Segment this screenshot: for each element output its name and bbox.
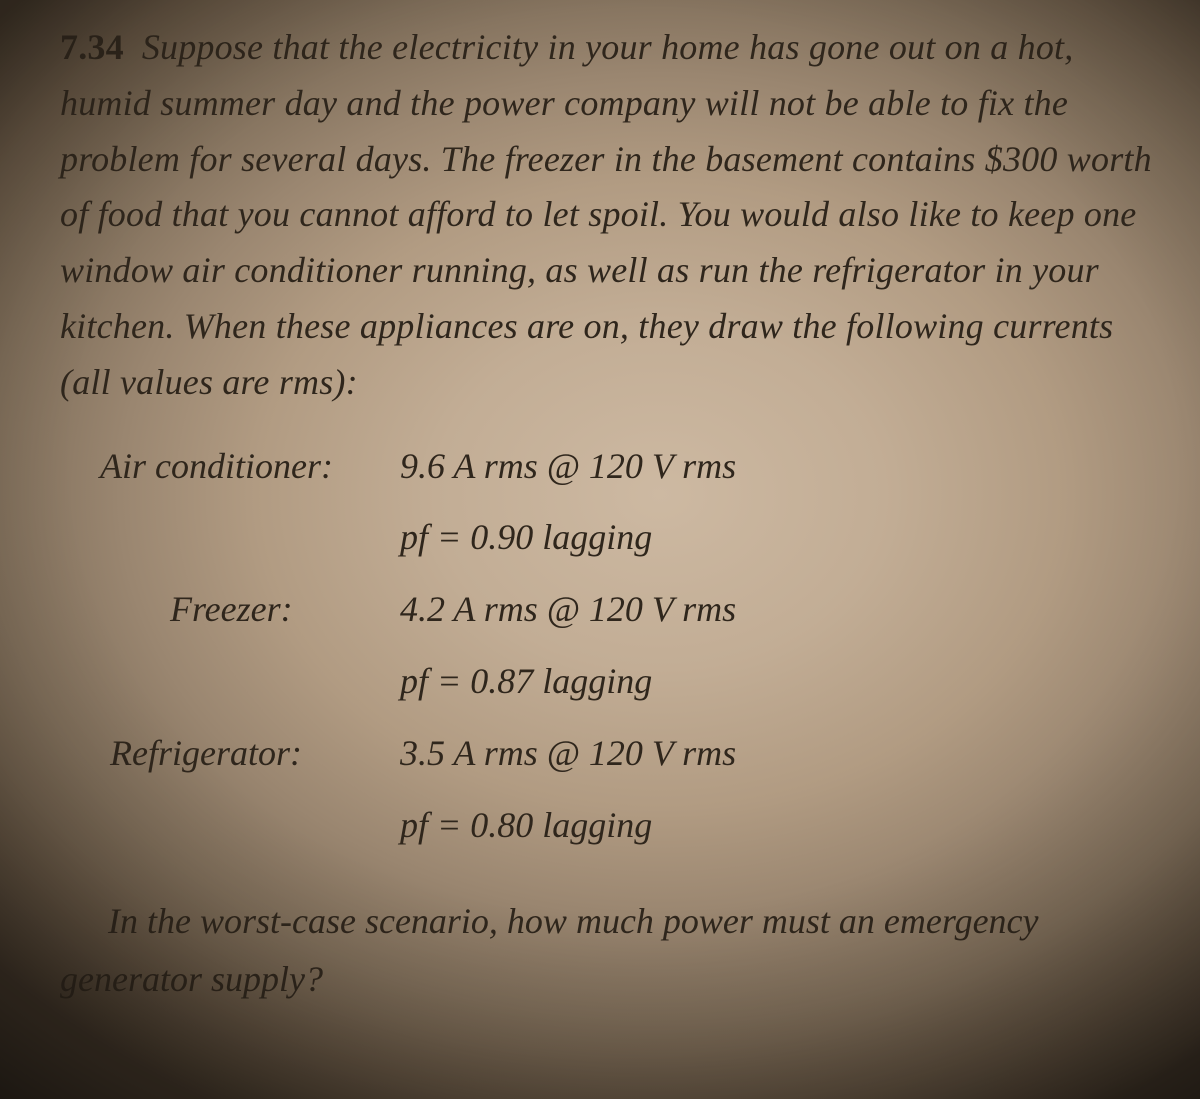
- appliance-label-blank: [100, 510, 400, 566]
- appliance-table: Air conditioner: 9.6 A rms @ 120 V rms p…: [100, 439, 1170, 854]
- appliance-label: Air conditioner:: [100, 439, 400, 495]
- appliance-pf: pf = 0.80 lagging: [400, 798, 1170, 854]
- appliance-label: Freezer:: [100, 582, 400, 638]
- problem-text: Suppose that the electricity in your hom…: [60, 27, 1152, 402]
- appliance-pf: pf = 0.87 lagging: [400, 654, 1170, 710]
- problem-paragraph: 7.34Suppose that the electricity in your…: [60, 20, 1170, 411]
- appliance-pf: pf = 0.90 lagging: [400, 510, 1170, 566]
- appliance-value: 4.2 A rms @ 120 V rms: [400, 582, 1170, 638]
- appliance-value: 9.6 A rms @ 120 V rms: [400, 439, 1170, 495]
- appliance-value: 3.5 A rms @ 120 V rms: [400, 726, 1170, 782]
- question-text: In the worst-case scenario, how much pow…: [60, 893, 1170, 1008]
- problem-number: 7.34: [60, 27, 124, 67]
- appliance-label-blank: [100, 798, 400, 854]
- appliance-label: Refrigerator:: [100, 726, 400, 782]
- appliance-label-blank: [100, 654, 400, 710]
